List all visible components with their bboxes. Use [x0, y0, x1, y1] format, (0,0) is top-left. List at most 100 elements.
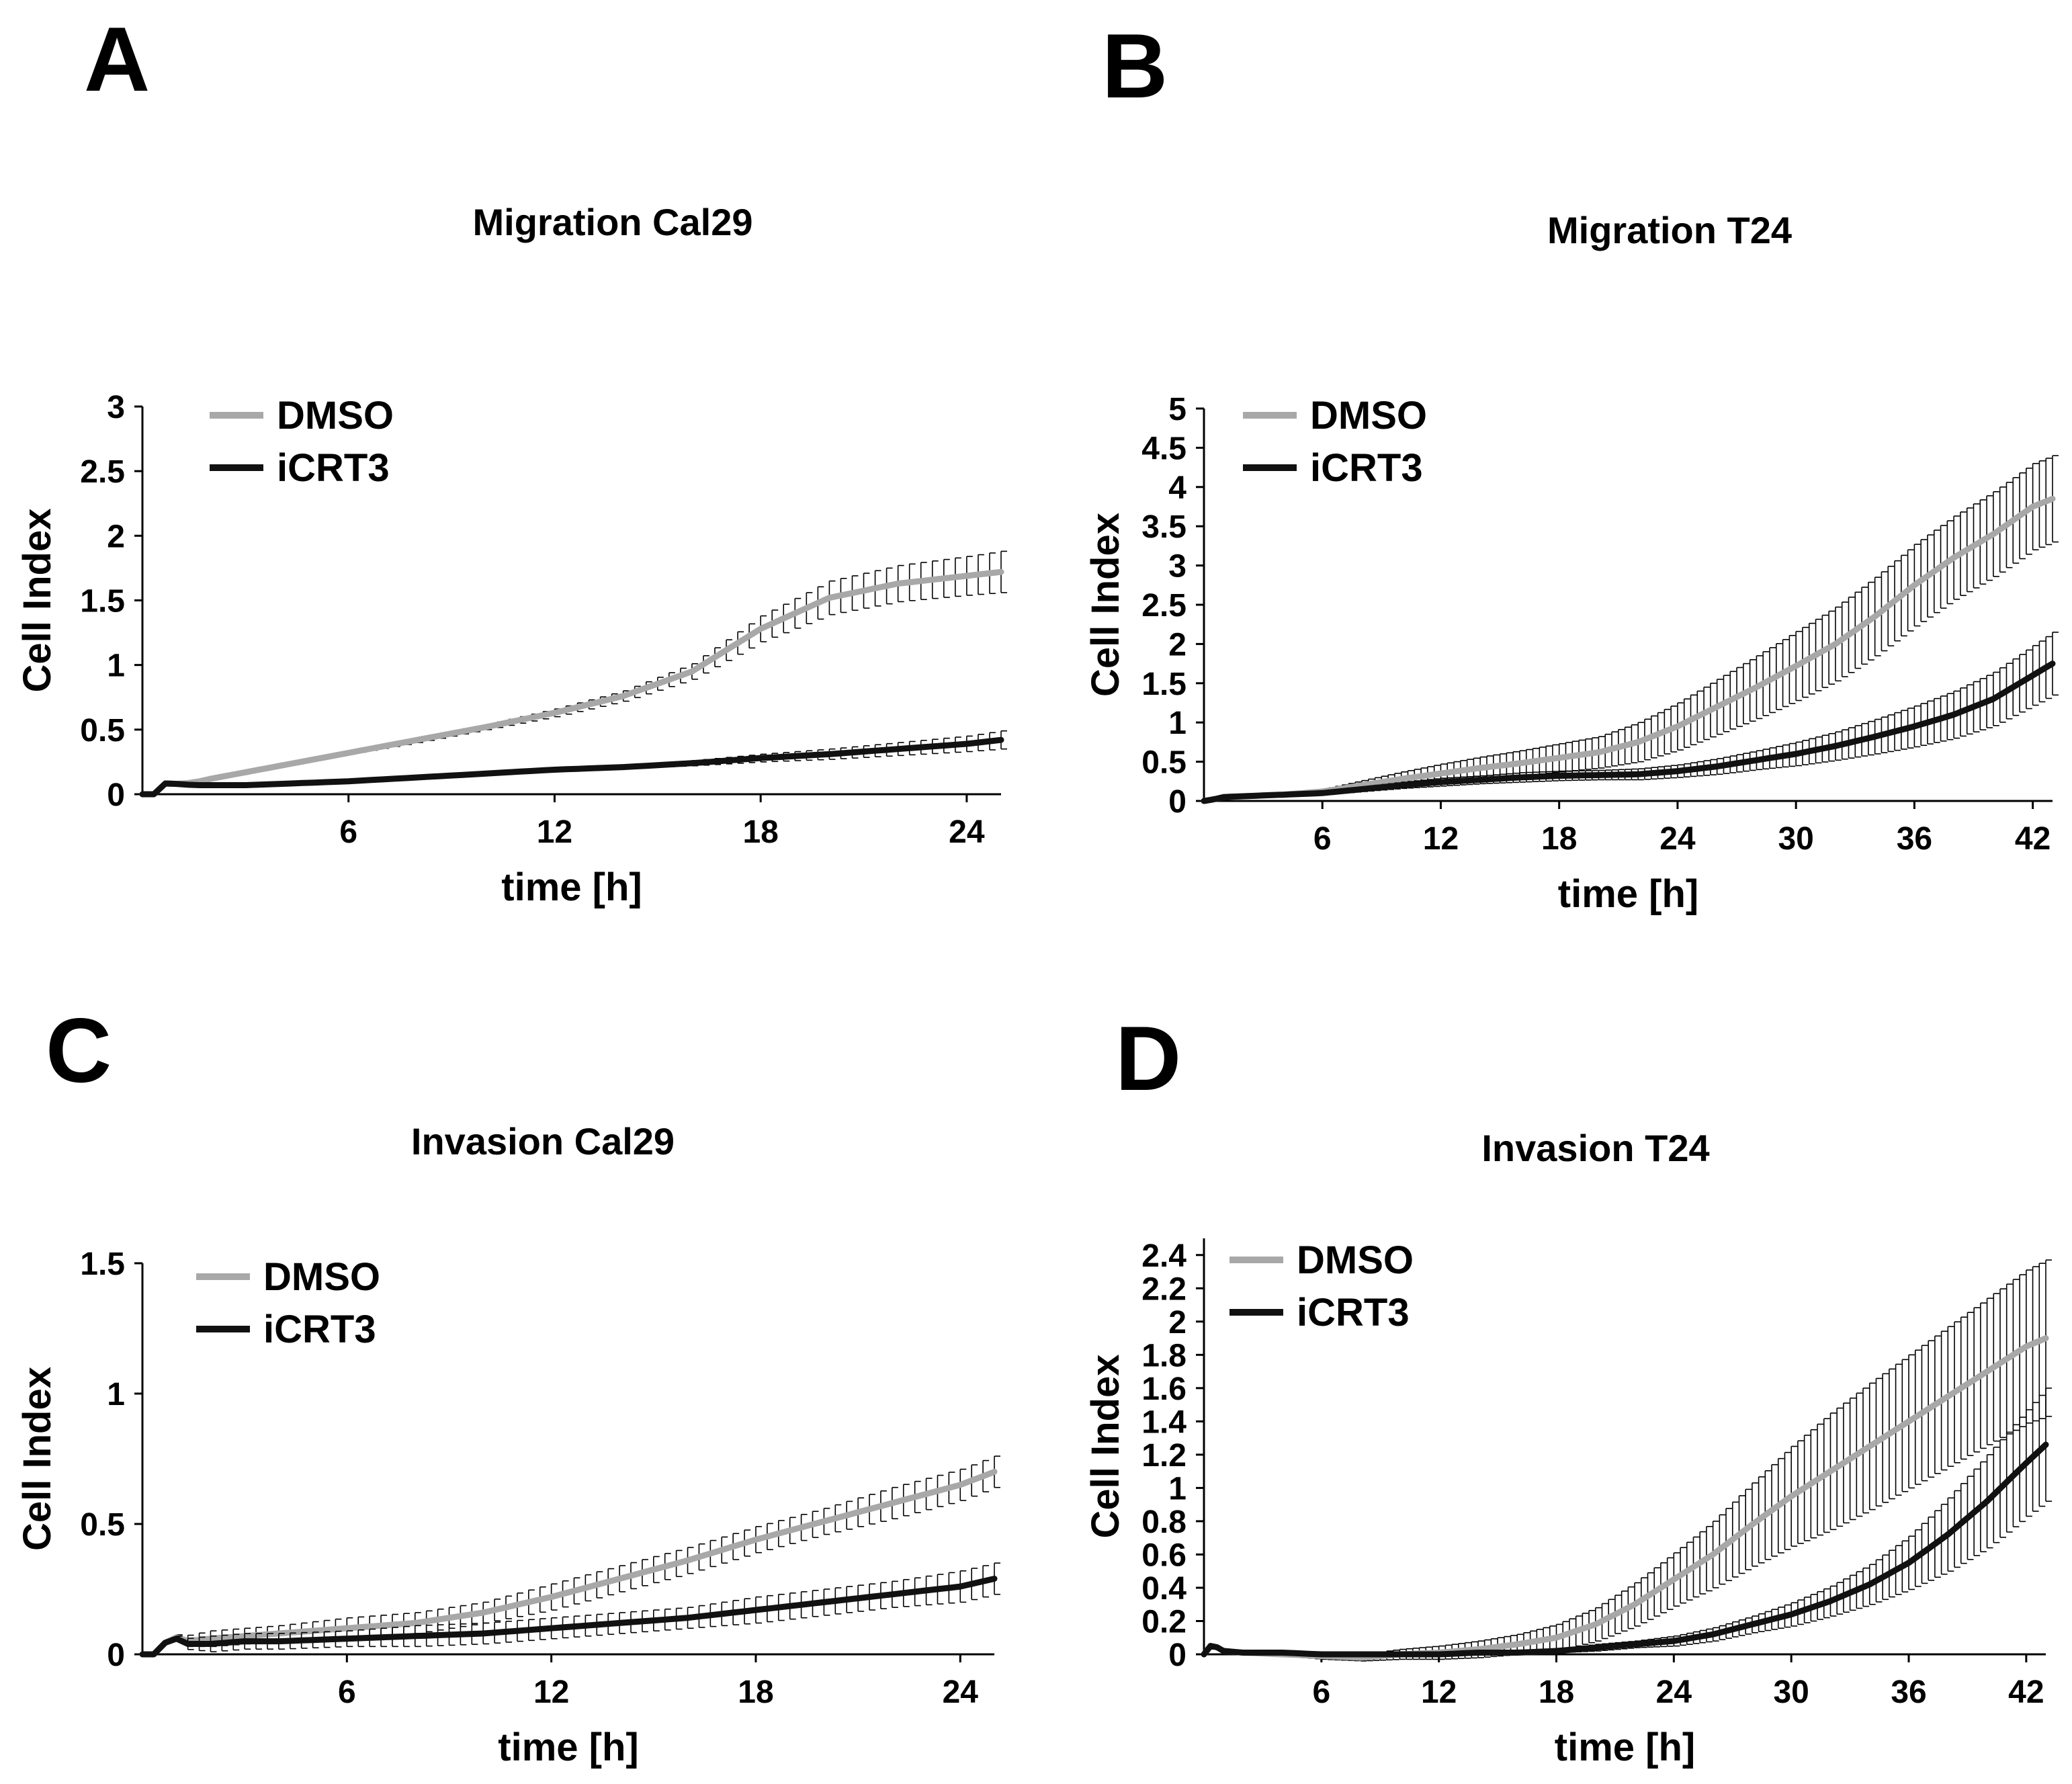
y-tick-label: 1.5: [1141, 667, 1186, 702]
panel-letter: C: [46, 999, 112, 1101]
series-line: [139, 568, 1004, 798]
x-tick-label: 36: [1891, 1674, 1926, 1710]
y-tick-label: 1.4: [1141, 1404, 1186, 1440]
x-tick-label: 6: [339, 814, 357, 850]
legend-label-icrt3: iCRT3: [263, 1308, 376, 1351]
y-tick-label: 3: [107, 390, 125, 425]
x-tick-label: 12: [537, 814, 572, 850]
x-axis-title: time [h]: [1558, 872, 1698, 916]
x-tick-label: 30: [1778, 821, 1813, 857]
series-line: [139, 736, 1004, 798]
y-tick-label: 1.2: [1141, 1438, 1186, 1474]
y-tick-label: 1.8: [1141, 1338, 1186, 1373]
legend: DMSO iCRT3: [210, 394, 394, 490]
x-tick-label: 24: [949, 814, 985, 850]
chart-panel-a: A Migration Cal29 0 0.5 1 1.5 2 2.5 3 6 12 18 24 time…: [15, 8, 1007, 909]
legend-label-icrt3: iCRT3: [1297, 1291, 1410, 1334]
y-tick-label: 0.2: [1141, 1604, 1186, 1640]
chart-panel-c: C Invasion Cal29 0 0.5 1 1.5 6 12 18 24 time [h] Ce…: [15, 999, 1000, 1769]
y-tick-label: 2.2: [1141, 1271, 1186, 1307]
x-tick-label: 42: [2015, 821, 2051, 857]
x-axis-title: time [h]: [501, 865, 642, 909]
y-tick-label: 0.4: [1141, 1571, 1186, 1607]
panel-letter: B: [1102, 15, 1168, 117]
y-tick-label: 1: [107, 648, 125, 684]
y-tick-label: 5: [1168, 392, 1186, 427]
chart-panel-b: B Migration T24 00.5 1 1.5 22.53 3.54 4.5 5 6 12 18…: [1084, 15, 2059, 916]
x-tick-label: 24: [1656, 1674, 1692, 1710]
y-axis-title: Cell Index: [1084, 513, 1127, 697]
chart-title: Migration T24: [1547, 209, 1792, 251]
y-tick-label: 2.5: [1141, 588, 1186, 624]
legend: DMSO iCRT3: [196, 1255, 380, 1351]
chart-title: Invasion T24: [1481, 1127, 1709, 1169]
y-tick-label: 0.8: [1141, 1504, 1186, 1540]
y-tick-label: 0: [1168, 1638, 1186, 1673]
y-tick-label: 2: [1168, 627, 1186, 663]
x-tick-label: 18: [1539, 1674, 1574, 1710]
x-tick-label: 18: [738, 1674, 773, 1710]
y-tick-label: 1.6: [1141, 1371, 1186, 1407]
x-tick-label: 6: [1313, 821, 1332, 857]
series-dmso: [139, 550, 1007, 798]
y-tick-label: 4.5: [1141, 431, 1186, 466]
y-tick-label: 0: [1168, 784, 1186, 820]
y-axis-title: Cell Index: [15, 1367, 59, 1551]
y-tick-label: 0: [107, 1638, 125, 1673]
x-tick-label: 42: [2008, 1674, 2044, 1710]
series-line: [139, 1576, 998, 1658]
y-tick-label: 1: [1168, 1471, 1186, 1506]
y-tick-label: 0.5: [80, 1507, 125, 1543]
y-tick-label: 2: [107, 519, 125, 554]
legend: DMSO iCRT3: [1243, 394, 1427, 490]
legend: DMSO iCRT3: [1229, 1238, 1414, 1334]
x-tick-label: 6: [338, 1674, 356, 1710]
series-icrt3: [139, 730, 1007, 798]
y-axis-title: Cell Index: [1084, 1355, 1127, 1539]
y-tick-label: 1: [1168, 706, 1186, 741]
series-icrt3: [139, 1562, 1000, 1658]
y-tick-label: 0.6: [1141, 1537, 1186, 1573]
x-tick-label: 12: [533, 1674, 569, 1710]
x-tick-label: 36: [1897, 821, 1932, 857]
x-tick-label: 30: [1773, 1674, 1809, 1710]
x-axis-title: time [h]: [1555, 1726, 1695, 1769]
legend-label-dmso: DMSO: [1310, 394, 1427, 437]
series-line: [1201, 661, 2056, 804]
x-tick-label: 24: [1659, 821, 1696, 857]
x-tick-label: 6: [1312, 1674, 1330, 1710]
y-tick-label: 1.5: [80, 584, 125, 620]
series-icrt3: [1201, 632, 2059, 804]
y-tick-label: 0.5: [1141, 745, 1186, 781]
panel-letter: A: [84, 8, 150, 110]
x-tick-label: 12: [1423, 821, 1459, 857]
x-axis-title: time [h]: [498, 1726, 638, 1769]
x-tick-label: 18: [1541, 821, 1577, 857]
legend-label-icrt3: iCRT3: [277, 446, 390, 490]
x-tick-label: 12: [1421, 1674, 1457, 1710]
y-tick-label: 1: [107, 1377, 125, 1412]
legend-label-dmso: DMSO: [263, 1255, 380, 1299]
y-tick-label: 1.5: [80, 1246, 125, 1282]
legend-label-dmso: DMSO: [1297, 1238, 1414, 1282]
x-tick-label: 18: [742, 814, 778, 850]
chart-title: Migration Cal29: [473, 201, 753, 243]
y-axis-title: Cell Index: [15, 509, 59, 693]
y-tick-label: 4: [1168, 470, 1186, 506]
y-tick-label: 2.4: [1141, 1238, 1186, 1274]
series-line: [1201, 1441, 2049, 1658]
y-tick-label: 2: [1168, 1305, 1186, 1341]
y-tick-label: 3.5: [1141, 509, 1186, 545]
legend-label-icrt3: iCRT3: [1310, 446, 1423, 490]
y-tick-label: 0: [107, 777, 125, 813]
y-tick-label: 2.5: [80, 454, 125, 490]
y-tick-label: 3: [1168, 549, 1186, 585]
legend-label-dmso: DMSO: [277, 394, 394, 437]
y-tick-label: 0.5: [80, 713, 125, 749]
x-tick-label: 24: [943, 1674, 979, 1710]
chart-title: Invasion Cal29: [411, 1120, 675, 1162]
series-icrt3: [1201, 1388, 2052, 1658]
